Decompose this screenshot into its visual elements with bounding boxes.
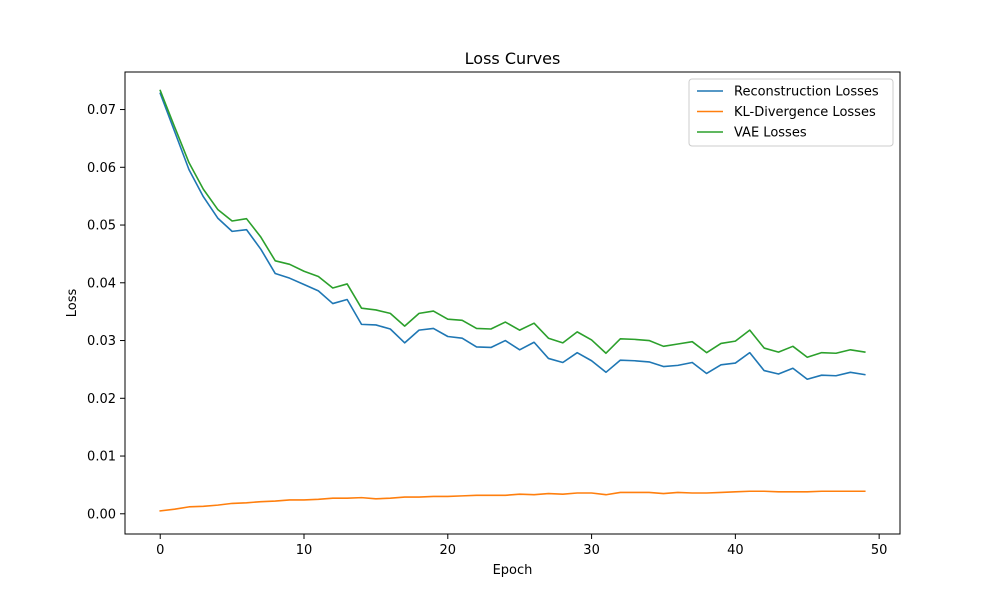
legend-label-reconstruction-losses: Reconstruction Losses (734, 85, 879, 100)
y-tick-label: 0.07 (87, 103, 116, 118)
x-tick-label: 40 (727, 543, 744, 558)
chart-title: Loss Curves (465, 49, 561, 68)
series-line-vae-losses (159, 89, 866, 359)
y-tick-label: 0.00 (87, 507, 116, 522)
y-tick-label: 0.03 (87, 334, 116, 349)
x-tick-label: 10 (296, 543, 313, 558)
legend-label-kl-divergence-losses: KL-Divergence Losses (734, 105, 876, 120)
y-tick-label: 0.01 (87, 450, 116, 465)
legend-box (688, 78, 894, 147)
y-tick-label: 0.05 (87, 219, 116, 234)
series-layer (159, 89, 866, 512)
x-tick-label: 30 (583, 543, 600, 558)
axes-spines (124, 71, 901, 535)
series-line-reconstruction-losses (159, 92, 866, 381)
y-axis: 0.00 0.01 0.02 0.03 0.04 0.05 0.06 0.07 (87, 103, 125, 522)
axes-frame (124, 71, 901, 535)
legend-label-vae-losses: VAE Losses (734, 126, 807, 141)
x-tick-label: 0 (156, 543, 164, 558)
x-tick-label: 50 (871, 543, 888, 558)
series-line-kl-divergence-losses (159, 490, 866, 512)
legend: Reconstruction Losses KL-Divergence Losse… (688, 78, 894, 147)
x-tick-label: 20 (440, 543, 457, 558)
x-axis: 0 10 20 30 40 50 (156, 534, 887, 558)
y-tick-label: 0.06 (87, 161, 116, 176)
y-tick-label: 0.04 (87, 276, 116, 291)
x-axis-label: Epoch (493, 563, 533, 578)
y-tick-label: 0.02 (87, 392, 116, 407)
axes-background (125, 72, 900, 534)
plot-area (125, 72, 900, 534)
y-axis-label: Loss (65, 289, 80, 318)
